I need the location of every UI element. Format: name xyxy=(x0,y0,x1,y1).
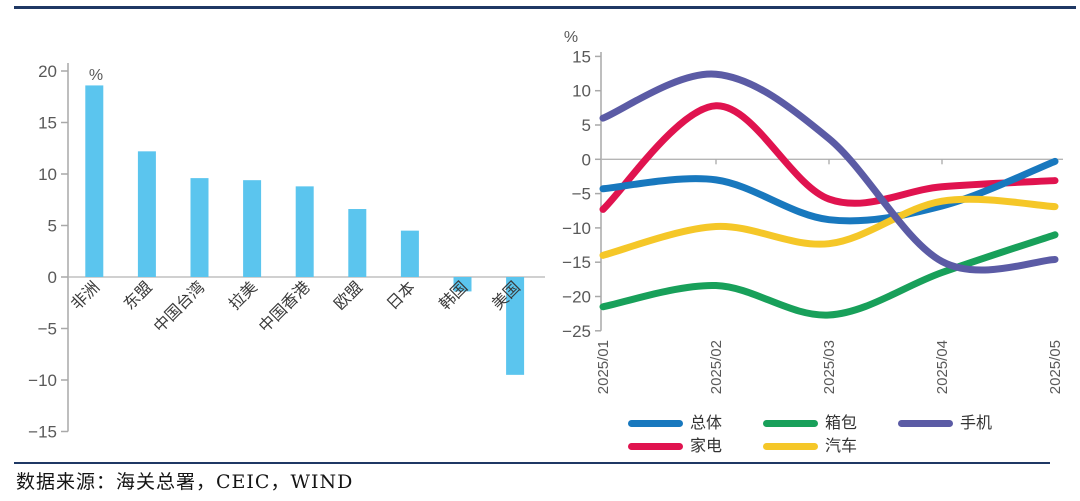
y-tick-label: 15 xyxy=(572,47,591,66)
bar-中国台湾 xyxy=(190,178,209,277)
data-source-note: 数据来源：海关总署，CEIC，WIND xyxy=(16,471,354,493)
y-tick-label: 20 xyxy=(38,62,57,81)
bar-东盟 xyxy=(137,151,156,277)
y-tick-label: 5 xyxy=(582,116,591,135)
series-line-家电 xyxy=(599,102,1059,213)
y-tick-label: 15 xyxy=(38,114,57,133)
legend-label: 手机 xyxy=(960,413,993,432)
y-tick-label: 0 xyxy=(582,150,591,169)
y-tick-label: 10 xyxy=(572,82,591,101)
category-label-日本: 日本 xyxy=(383,277,419,313)
y-tick-label: −10 xyxy=(28,371,57,390)
x-tick-label-2025/01: 2025/01 xyxy=(595,340,612,394)
y-tick-label: −5 xyxy=(572,185,591,204)
y-tick-label: −5 xyxy=(38,320,57,339)
x-tick-label-2025/02: 2025/02 xyxy=(708,340,725,394)
legend-swatch-汽车 xyxy=(763,442,819,450)
series-line-汽车 xyxy=(599,195,1059,259)
line-chart-unit-label: % xyxy=(564,29,578,46)
legend-item-箱包: 箱包 xyxy=(763,415,857,431)
bottom-border-line xyxy=(14,462,1050,464)
category-label-东盟: 东盟 xyxy=(120,277,156,313)
y-tick-label: −20 xyxy=(562,288,591,307)
y-tick-label: 0 xyxy=(48,268,57,287)
legend-item-手机: 手机 xyxy=(898,415,992,431)
legend-label: 箱包 xyxy=(825,413,858,432)
category-label-欧盟: 欧盟 xyxy=(330,277,366,313)
legend-swatch-家电 xyxy=(628,442,683,450)
series-line-箱包 xyxy=(599,231,1059,319)
category-label-拉美: 拉美 xyxy=(225,277,261,313)
y-tick-label: −25 xyxy=(562,322,591,341)
legend-label: 家电 xyxy=(690,436,723,455)
bar-欧盟 xyxy=(348,209,367,277)
bar-美国 xyxy=(506,277,525,375)
y-tick-label: 10 xyxy=(38,165,57,184)
category-label-非洲: 非洲 xyxy=(67,277,103,313)
bar-日本 xyxy=(400,230,419,277)
line-chart-legend: 总体家电 箱包汽车 手机 xyxy=(628,415,992,454)
legend-item-汽车: 汽车 xyxy=(763,438,857,454)
series-line-手机 xyxy=(599,70,1059,274)
legend-label: 汽车 xyxy=(825,436,858,455)
bar-中国香港 xyxy=(295,186,314,277)
legend-item-家电: 家电 xyxy=(628,438,722,454)
category-label-中国香港: 中国香港 xyxy=(255,277,314,336)
bar-chart-unit-label: % xyxy=(89,67,103,84)
category-label-中国台湾: 中国台湾 xyxy=(150,277,209,336)
y-tick-label: −15 xyxy=(28,423,57,442)
legend-item-总体: 总体 xyxy=(628,415,722,431)
x-tick-label-2025/04: 2025/04 xyxy=(934,340,951,394)
bar-韩国 xyxy=(453,277,472,292)
y-tick-label: 5 xyxy=(48,217,57,236)
bar-拉美 xyxy=(243,180,262,277)
series-line-总体 xyxy=(599,157,1059,225)
legend-swatch-总体 xyxy=(628,419,683,427)
y-tick-label: −10 xyxy=(562,219,591,238)
x-tick-label-2025/05: 2025/05 xyxy=(1047,340,1064,394)
legend-label: 总体 xyxy=(690,413,723,432)
top-border-line xyxy=(14,6,1076,9)
x-tick-label-2025/03: 2025/03 xyxy=(821,340,838,394)
legend-swatch-手机 xyxy=(898,419,954,427)
y-tick-label: −15 xyxy=(562,253,591,272)
bar-非洲 xyxy=(85,85,104,277)
legend-swatch-箱包 xyxy=(763,419,819,427)
